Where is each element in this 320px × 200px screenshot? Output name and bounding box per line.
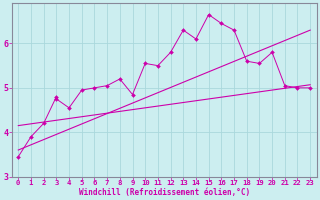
X-axis label: Windchill (Refroidissement éolien,°C): Windchill (Refroidissement éolien,°C) bbox=[79, 188, 250, 197]
